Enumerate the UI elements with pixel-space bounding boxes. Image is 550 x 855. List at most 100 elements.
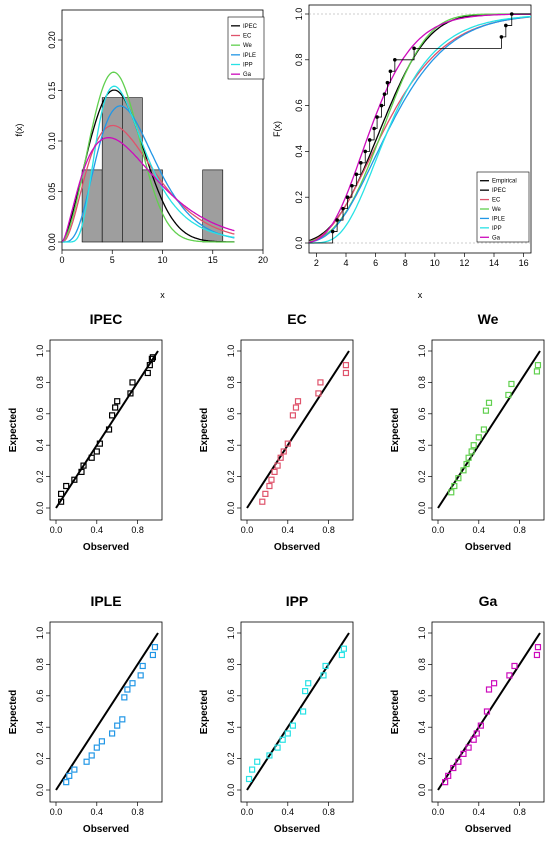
- x-axis-label: Observed: [465, 542, 511, 553]
- reference-diagonal: [246, 350, 350, 509]
- qq-point: [105, 426, 113, 433]
- qq-point: [119, 716, 126, 723]
- x-axis-label: x: [160, 290, 165, 300]
- x-tick-label: 8: [403, 258, 408, 268]
- qq-point: [480, 426, 487, 433]
- qq-point: [533, 368, 541, 375]
- qq-point: [139, 662, 146, 670]
- empirical-point: [363, 149, 368, 154]
- qq-point: [266, 752, 273, 759]
- qq-point: [475, 434, 482, 441]
- x-tick-label: 15: [208, 255, 218, 265]
- y-tick-label: 0.6: [226, 408, 236, 421]
- y-tick-label: 1.0: [35, 627, 45, 640]
- qq-point: [249, 766, 256, 773]
- qq-point: [534, 644, 542, 651]
- qq-point: [508, 380, 515, 388]
- x-tick-label: 0.0: [50, 525, 63, 535]
- qq-point: [460, 467, 467, 474]
- histogram-bar: [101, 97, 123, 243]
- qq-point: [485, 399, 493, 406]
- density-curve-ga: [61, 137, 235, 242]
- qq-point: [80, 462, 87, 469]
- empirical-point: [359, 161, 363, 165]
- qq-point: [342, 369, 350, 377]
- qq-point: [129, 680, 136, 687]
- y-tick-label: 0.8: [226, 658, 236, 671]
- qq-point: [88, 752, 95, 759]
- legend-label-ipec: IPEC: [492, 188, 507, 194]
- y-tick-label: 0.6: [294, 99, 304, 112]
- legend-label-ipec: IPEC: [243, 24, 258, 30]
- y-axis-label: Expected: [199, 690, 210, 734]
- y-axis-label: Expected: [8, 690, 19, 734]
- qq-point: [284, 730, 291, 737]
- qq-point: [78, 468, 85, 475]
- x-axis-label: Observed: [83, 542, 129, 553]
- y-tick-label: 1.0: [294, 8, 304, 21]
- plot-frame: [431, 621, 545, 803]
- qq-point: [491, 680, 498, 687]
- qq-point: [262, 490, 269, 497]
- x-tick-label: 0.4: [91, 807, 104, 817]
- qq-point: [66, 772, 73, 779]
- legend-label-empirical: Empirical: [492, 179, 517, 185]
- qq-point: [259, 498, 266, 505]
- plot-frame: [240, 339, 354, 521]
- qq-point: [266, 482, 273, 490]
- x-axis-label: Observed: [274, 542, 320, 553]
- legend-label-ga: Ga: [492, 235, 501, 241]
- x-tick-label: 0.8: [322, 807, 335, 817]
- empirical-point: [499, 35, 504, 39]
- empirical-point: [354, 172, 359, 177]
- x-tick-label: 5: [110, 255, 115, 265]
- y-tick-label: 0.20: [47, 31, 57, 49]
- reference-diagonal: [246, 632, 350, 791]
- qq-point: [88, 454, 95, 461]
- qq-point: [83, 758, 90, 765]
- legend-box: [476, 171, 530, 243]
- y-tick-label: 0.0: [35, 502, 45, 515]
- qq-point: [470, 736, 477, 743]
- empirical-point: [367, 138, 372, 142]
- qq-point: [289, 722, 296, 729]
- x-tick-label: 0.0: [50, 807, 63, 817]
- empirical-point: [341, 206, 345, 211]
- y-tick-label: 0.8: [417, 658, 427, 671]
- qq-point: [57, 490, 65, 497]
- qq-point: [468, 448, 475, 455]
- qq-point: [448, 489, 455, 496]
- qq-point: [322, 662, 329, 670]
- legend-label-ec: EC: [492, 198, 501, 204]
- y-tick-label: 0.6: [226, 690, 236, 703]
- qq-point: [121, 694, 128, 701]
- qq-point: [305, 680, 312, 687]
- y-tick-label: 1.0: [417, 627, 427, 640]
- y-tick-label: 0.8: [35, 658, 45, 671]
- qq-panel-iple: 0.0 0.4 0.8 0.0 0.2 0.4 0.6 0.8 1.0 Observed Expec…: [8, 593, 163, 835]
- empirical-point: [335, 218, 339, 222]
- legend-label-ipp: IPP: [243, 63, 253, 69]
- qq-point: [63, 779, 70, 786]
- panel-title: IPEC: [90, 311, 123, 327]
- qq-point: [93, 744, 100, 751]
- cdf-curve-iple: [308, 16, 532, 243]
- x-tick-label: 0.0: [432, 525, 445, 535]
- panel-title: IPP: [286, 593, 309, 609]
- qq-point: [506, 672, 513, 679]
- y-tick-label: 1.0: [226, 345, 236, 358]
- qq-point: [300, 708, 307, 715]
- y-axis-label: Expected: [199, 408, 210, 452]
- y-tick-label: 0.0: [226, 502, 236, 515]
- x-tick-label: 0.8: [513, 525, 526, 535]
- empirical-point: [382, 92, 387, 96]
- y-tick-label: 0.0: [417, 784, 427, 797]
- qq-panel-ec: 0.0 0.4 0.8 0.0 0.2 0.4 0.6 0.8 1.0 Observed Expec…: [199, 311, 354, 553]
- plot-frame: [49, 339, 163, 521]
- x-tick-label: 0.8: [131, 525, 144, 535]
- qq-point: [245, 775, 253, 783]
- qq-point: [112, 404, 119, 411]
- y-tick-label: 0.6: [417, 690, 427, 703]
- qq-point: [473, 730, 480, 737]
- y-tick-label: 1.0: [226, 627, 236, 640]
